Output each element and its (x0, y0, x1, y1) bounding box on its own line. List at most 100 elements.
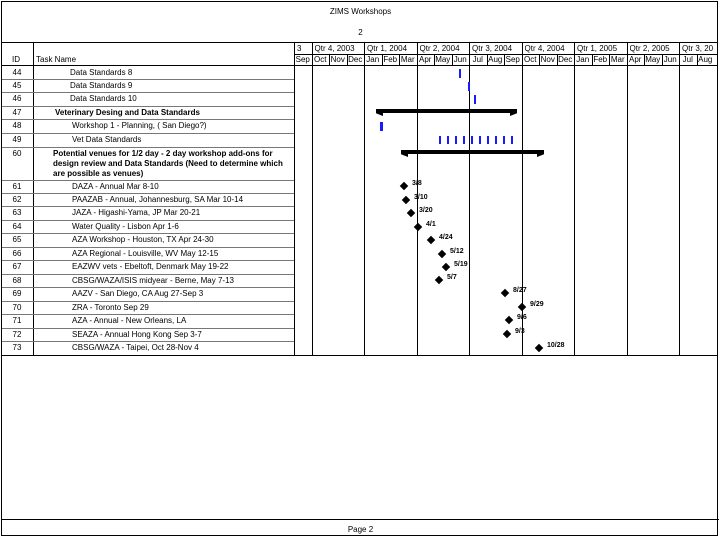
milestone-diamond (437, 249, 447, 259)
summary-cap-left (401, 150, 408, 157)
month-divider (574, 54, 575, 65)
timescale-month: Jan (366, 55, 380, 64)
header-mid-line (294, 54, 718, 55)
timescale-month: Nov (540, 55, 555, 64)
row-divider (2, 79, 294, 80)
task-bar-tick (468, 82, 470, 91)
milestone-diamond (441, 262, 451, 272)
task-id: 72 (12, 330, 22, 339)
timescale-quarter: 3 (297, 44, 302, 53)
name-column-divider (294, 42, 295, 355)
task-id: 62 (12, 195, 22, 204)
month-divider (679, 54, 680, 65)
month-divider (486, 54, 488, 65)
month-divider (434, 54, 435, 65)
timescale-quarter: Qtr 1, 2005 (577, 44, 618, 53)
quarter-divider (311, 42, 313, 355)
timescale-month: Jul (682, 55, 693, 64)
task-bar-tick-recurring (463, 136, 465, 144)
task-id: 46 (12, 94, 22, 103)
milestone-date-label: 8/27 (513, 287, 527, 294)
timescale-month: Jun (663, 55, 677, 64)
task-id: 44 (12, 68, 22, 77)
timescale-quarter: Qtr 3, 2004 (472, 44, 513, 53)
timescale-month: Aug (698, 55, 713, 64)
month-divider (364, 54, 365, 65)
footer-divider (2, 519, 719, 520)
summary-bar (404, 150, 541, 154)
task-id: 49 (12, 135, 22, 144)
timescale-quarter: Qtr 4, 2003 (314, 44, 355, 53)
task-name: Potential venues for 1/2 day - 2 day wor… (53, 149, 283, 178)
task-name: PAAZAB - Annual, Johannesburg, SA Mar 10… (72, 195, 244, 204)
timescale-month: Jan (576, 55, 590, 64)
month-divider (539, 54, 540, 65)
month-divider (329, 54, 330, 65)
month-divider (644, 54, 645, 65)
row-divider (2, 119, 294, 120)
timescale-month: Apr (419, 55, 432, 64)
timescale-quarter: Qtr 4, 2004 (524, 44, 565, 53)
task-name: CBSG/WAZA/ISIS midyear - Berne, May 7-13 (72, 276, 234, 285)
row-divider (2, 106, 294, 107)
month-divider (626, 54, 628, 65)
column-header-task-name: Task Name (36, 55, 77, 64)
task-name: CBSG/WAZA - Taipei, Oct 28-Nov 4 (72, 343, 199, 352)
task-name: ZRA - Toronto Sep 29 (72, 303, 149, 312)
milestone-diamond (413, 222, 423, 232)
header-bottom-line (2, 65, 718, 66)
timescale-month: Dec (558, 55, 573, 64)
milestone-diamond (426, 235, 436, 245)
row-divider (2, 92, 294, 93)
header-top-line (2, 42, 718, 43)
task-bar-tick (459, 69, 461, 78)
task-id: 45 (12, 81, 22, 90)
quarter-divider (521, 42, 523, 355)
timescale-month: Mar (610, 55, 625, 64)
timescale-month: Aug (488, 55, 503, 64)
task-id: 66 (12, 249, 22, 258)
task-name: AZA - Annual - New Orleans, LA (72, 316, 187, 325)
timescale-month: Apr (629, 55, 642, 64)
task-name: Water Quality - Lisbon Apr 1-6 (72, 222, 179, 231)
task-name: AZA Regional - Louisville, WV May 12-15 (72, 249, 219, 258)
task-name: AAZV - San Diego, CA Aug 27-Sep 3 (72, 289, 204, 298)
milestone-diamond (434, 275, 444, 285)
row-divider (2, 287, 294, 288)
task-name: Data Standards 9 (70, 81, 133, 90)
task-name: AZA Workshop - Houston, TX Apr 24-30 (72, 235, 214, 244)
task-id: 69 (12, 289, 22, 298)
timescale-quarter: Qtr 1, 2004 (367, 44, 408, 53)
task-id: 70 (12, 303, 22, 312)
summary-cap-right (537, 150, 544, 157)
task-name: SEAZA - Annual Hong Kong Sep 3-7 (72, 330, 202, 339)
id-column-divider (33, 42, 34, 355)
timescale-month: Dec (348, 55, 363, 64)
milestone-date-label: 3/20 (419, 207, 433, 214)
timescale-quarter: Qtr 3, 20 (682, 44, 713, 53)
quarter-divider (416, 42, 418, 355)
chart-title: ZIMS Workshops (329, 7, 392, 16)
row-divider (2, 206, 294, 207)
row-divider (2, 247, 294, 248)
milestone-diamond (502, 329, 512, 339)
task-bar-tick-recurring (439, 136, 441, 144)
footer-page-label: Page 2 (347, 525, 374, 534)
row-divider (2, 193, 294, 194)
milestone-date-label: 9/3 (515, 328, 525, 335)
timescale-month: Feb (593, 55, 608, 64)
milestone-date-label: 9/29 (530, 301, 544, 308)
month-divider (661, 54, 663, 65)
task-name: Data Standards 8 (70, 68, 133, 77)
task-id: 67 (12, 262, 22, 271)
milestone-diamond (504, 315, 514, 325)
task-id: 71 (12, 316, 22, 325)
task-bar-tick-recurring (471, 136, 473, 144)
task-name: Workshop 1 - Planning, ( San Diego?) (72, 121, 207, 130)
timescale-month: Sep (505, 55, 520, 64)
quarter-divider (469, 42, 470, 355)
task-id: 73 (12, 343, 22, 352)
month-divider (591, 54, 593, 65)
quarter-divider (679, 42, 680, 355)
task-bar-tick-recurring (511, 136, 513, 144)
